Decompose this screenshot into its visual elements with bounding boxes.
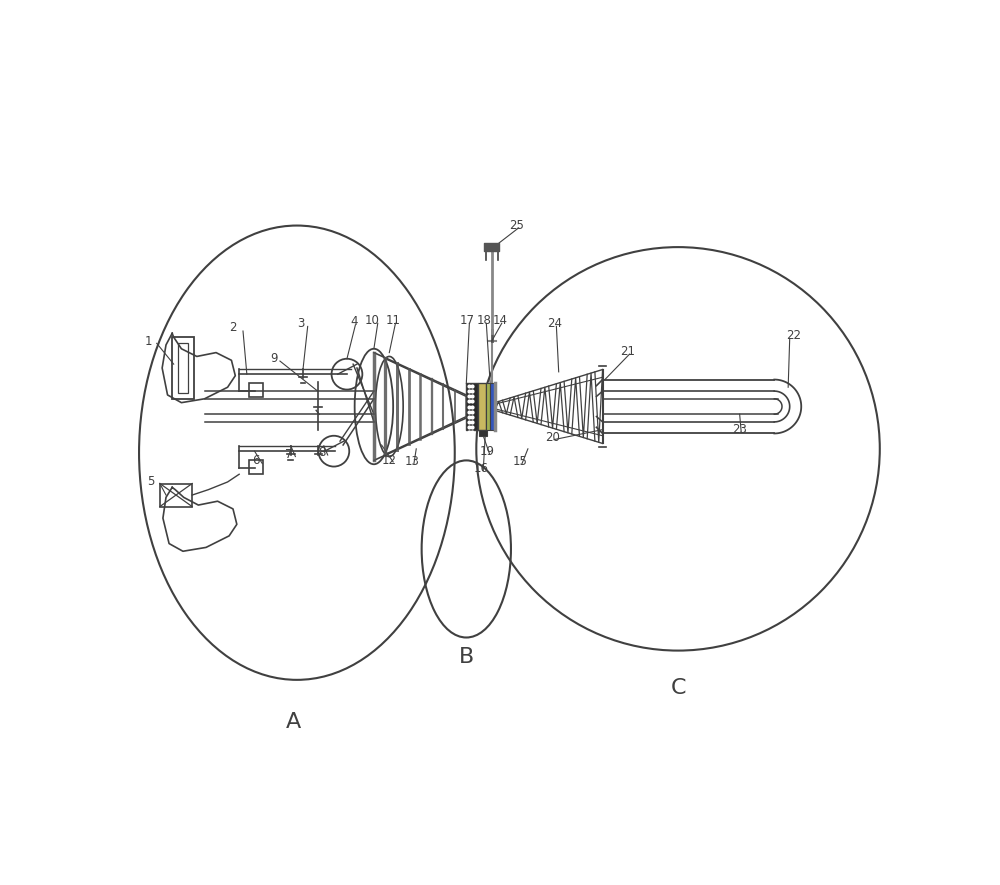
Text: 25: 25 [509,219,524,232]
Text: 16: 16 [474,462,489,474]
Text: A: A [285,712,301,732]
Bar [466,383,478,429]
Text: 23: 23 [732,423,747,436]
Text: 5: 5 [147,474,154,488]
Bar [172,337,194,399]
Text: 13: 13 [405,456,420,468]
Text: 1: 1 [144,335,152,348]
Bar [490,383,495,429]
Text: 20: 20 [545,431,560,443]
Text: 3: 3 [297,317,304,330]
Text: B: B [459,647,474,666]
Bar [249,383,263,397]
Text: 14: 14 [492,314,507,327]
Text: 12: 12 [382,454,397,467]
Text: 11: 11 [385,314,400,327]
Text: 19: 19 [480,444,495,458]
Text: 15: 15 [512,456,527,468]
Text: 24: 24 [547,317,562,330]
Text: 17: 17 [460,314,475,327]
Text: 22: 22 [786,329,801,342]
Text: 6: 6 [252,454,260,467]
Text: 18: 18 [477,314,492,327]
Text: 21: 21 [620,344,635,358]
Bar [249,460,263,474]
Text: 4: 4 [351,315,358,328]
Bar [160,483,192,506]
Bar [486,383,490,429]
Text: 8: 8 [318,446,326,459]
Bar [478,383,486,429]
Bar [479,429,487,435]
Text: C: C [670,678,686,697]
Text: 9: 9 [270,352,277,366]
Text: 2: 2 [229,321,237,335]
Bar [178,342,188,394]
Text: 10: 10 [365,314,380,327]
Text: 7: 7 [285,448,293,461]
